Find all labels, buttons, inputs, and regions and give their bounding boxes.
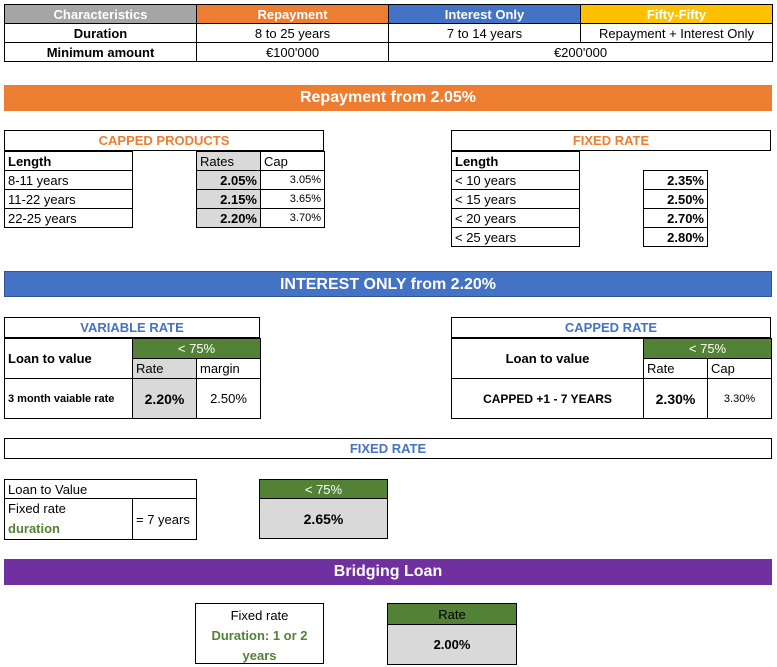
fixed-io-duration-label: duration [8, 521, 60, 536]
capped-ltv-label: Loan to value [451, 338, 644, 379]
variable-rate-title: VARIABLE RATE [4, 317, 260, 338]
variable-band: < 75% [131, 338, 262, 359]
minimum-amount-other: €200'000 [388, 42, 773, 62]
capped-col-cap: Cap [260, 151, 325, 171]
header-repayment: Repayment [196, 4, 389, 24]
fixed-rate: 2.50% [643, 189, 708, 209]
variable-ltv-label: Loan to value [4, 338, 133, 379]
fixed-length: < 20 years [451, 208, 580, 228]
fixed-rate-repayment-table: Length < 10 years 2.35% < 15 years 2.50%… [451, 151, 708, 247]
fixed-rate-io-rate-table: < 75% 2.65% [259, 479, 388, 539]
table-row: < 25 years 2.80% [451, 227, 708, 247]
table-row: 11-22 years 2.15% 3.65% [4, 189, 325, 209]
capped-rate-table: Loan to value < 75% Rate Cap CAPPED +1 -… [451, 338, 773, 419]
variable-col-margin: margin [195, 358, 262, 379]
bridging-fixed-box: Fixed rate Duration: 1 or 2 years [195, 603, 324, 664]
bridging-rate-value: 2.00% [387, 624, 517, 665]
capped-row-label: CAPPED +1 - 7 YEARS [451, 378, 644, 419]
bridging-duration-label: Duration: 1 or 2 years [211, 628, 308, 663]
capped-products-title: CAPPED PRODUCTS [4, 130, 324, 151]
capped-length: 11-22 years [4, 189, 133, 209]
capped-cap-value: 3.30% [706, 378, 773, 419]
table-row: < 20 years 2.70% [451, 208, 708, 228]
header-characteristics: Characteristics [4, 4, 197, 24]
variable-col-rate: Rate [132, 358, 197, 379]
capped-length: 8-11 years [4, 170, 133, 190]
fixed-io-band: < 75% [259, 479, 388, 499]
duration-interest-only: 7 to 14 years [388, 23, 581, 43]
duration-fifty-fifty: Repayment + Interest Only [580, 23, 773, 43]
fixed-rate-repayment-title: FIXED RATE [451, 130, 771, 151]
capped-rate: 2.15% [196, 189, 261, 209]
capped-col-cap: Cap [706, 358, 773, 379]
variable-row-label: 3 month vaiable rate [4, 378, 133, 419]
table-row: CAPPED +1 - 7 YEARS 2.30% 3.30% [451, 378, 773, 419]
variable-rate-value: 2.20% [132, 378, 197, 419]
capped-cap: 3.05% [260, 170, 325, 190]
table-row: 8-11 years 2.05% 3.05% [4, 170, 325, 190]
fixed-rate: 2.35% [643, 170, 708, 190]
bridging-rate-table: Rate 2.00% [387, 603, 517, 665]
minimum-amount-label: Minimum amount [4, 42, 197, 62]
duration-repayment: 8 to 25 years [196, 23, 389, 43]
header-fifty-fifty: Fifty-Fifty [580, 4, 773, 24]
repayment-banner: Repayment from 2.05% [4, 85, 772, 111]
fixed-io-rate-value: 2.65% [259, 498, 388, 539]
duration-label: Duration [4, 23, 197, 43]
fixed-rate-io-table: Loan to Value Fixed rate duration = 7 ye… [4, 479, 197, 540]
fixed-length: < 15 years [451, 189, 580, 209]
capped-band: < 75% [642, 338, 773, 359]
table-row: 3 month vaiable rate 2.20% 2.50% [4, 378, 262, 419]
fixed-rate: 2.70% [643, 208, 708, 228]
fixed-length: < 25 years [451, 227, 580, 247]
bridging-fixed-label: Fixed rate [230, 608, 289, 623]
variable-margin-value: 2.50% [195, 378, 262, 419]
capped-length: 22-25 years [4, 208, 133, 228]
bridging-banner: Bridging Loan [4, 559, 772, 585]
table-row: < 15 years 2.50% [451, 189, 708, 209]
capped-rate-title: CAPPED RATE [451, 317, 771, 338]
bridging-rate-header: Rate [387, 603, 517, 625]
header-interest-only: Interest Only [388, 4, 581, 24]
interest-only-banner: INTEREST ONLY from 2.20% [4, 271, 772, 297]
capped-products-table: Length Rates Cap 8-11 years 2.05% 3.05% … [4, 151, 325, 228]
minimum-amount-repayment: €100'000 [196, 42, 389, 62]
capped-cap: 3.70% [260, 208, 325, 228]
variable-rate-table: Loan to value < 75% Rate margin 3 month … [4, 338, 262, 419]
fixed-col-length: Length [451, 151, 580, 171]
capped-col-length: Length [4, 151, 133, 171]
fixed-io-ltv-label: Loan to Value [4, 479, 197, 499]
characteristics-table: Characteristics Repayment Interest Only … [4, 4, 773, 62]
capped-col-rate: Rate [643, 358, 708, 379]
capped-rate: 2.20% [196, 208, 261, 228]
capped-cap: 3.65% [260, 189, 325, 209]
capped-rate-value: 2.30% [643, 378, 708, 419]
fixed-io-duration-cell: Fixed rate duration [4, 498, 133, 540]
capped-col-rates: Rates [196, 151, 261, 171]
table-row: < 10 years 2.35% [451, 170, 708, 190]
fixed-io-duration-value: = 7 years [132, 498, 197, 540]
fixed-rate: 2.80% [643, 227, 708, 247]
capped-rate: 2.05% [196, 170, 261, 190]
fixed-io-fixed-label: Fixed rate [8, 501, 66, 516]
fixed-length: < 10 years [451, 170, 580, 190]
fixed-rate-io-title: FIXED RATE [4, 438, 772, 459]
table-row: 22-25 years 2.20% 3.70% [4, 208, 325, 228]
